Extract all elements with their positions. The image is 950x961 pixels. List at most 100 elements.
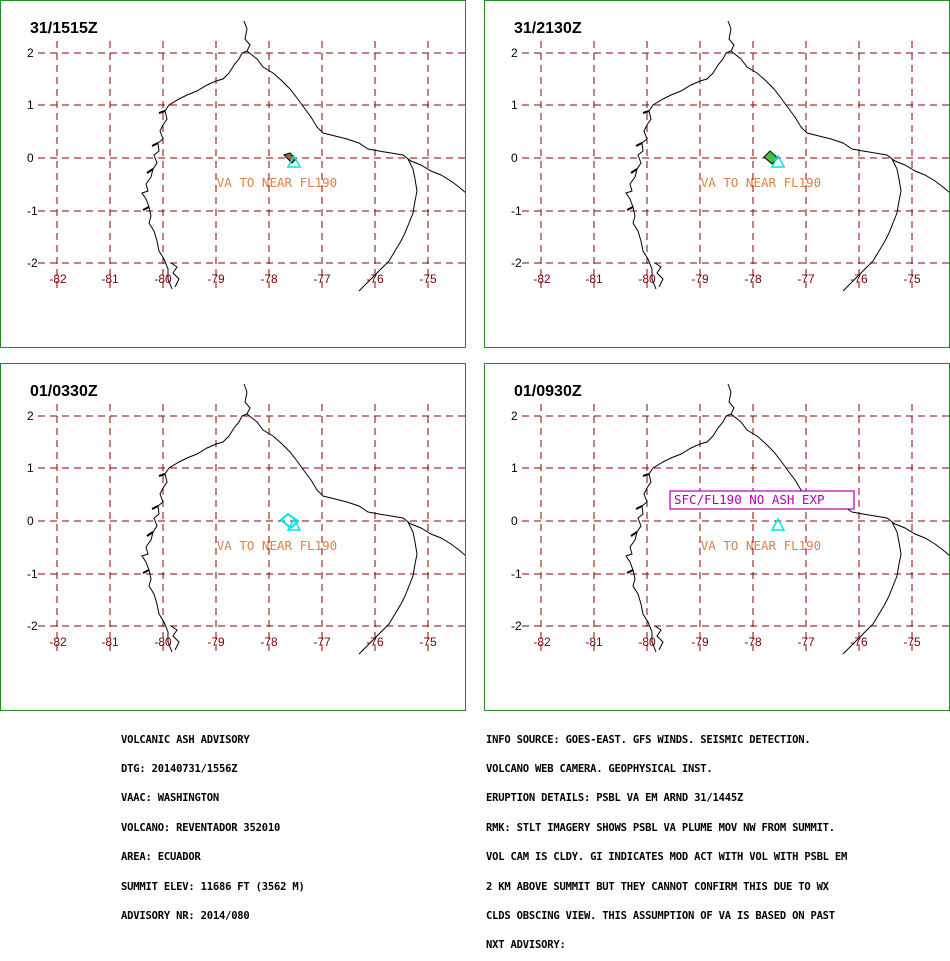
x-tick-label: -77 bbox=[313, 272, 331, 286]
ash-plume bbox=[763, 150, 779, 165]
footer-line: NXT ADVISORY: bbox=[486, 939, 566, 952]
coastline bbox=[730, 413, 949, 556]
footer-line: VOL CAM IS CLDY. GI INDICATES MOD ACT WI… bbox=[486, 851, 848, 864]
coast-mark bbox=[146, 168, 154, 174]
y-tick-label: 0 bbox=[511, 514, 518, 528]
y-tick-label: 1 bbox=[27, 98, 34, 112]
y-tick-label: 1 bbox=[511, 98, 518, 112]
footer-line: ADVISORY NR: 2014/080 bbox=[121, 909, 250, 922]
x-tick-label: -78 bbox=[744, 272, 762, 286]
x-tick-label: -82 bbox=[533, 272, 551, 286]
x-tick-label: -77 bbox=[797, 272, 815, 286]
coast-mark bbox=[635, 505, 643, 510]
footer-line: VOLCANO: REVENTADOR 352010 bbox=[121, 821, 281, 834]
x-tick-label: -80 bbox=[638, 635, 656, 649]
coast-mark bbox=[630, 531, 638, 537]
x-tick-label: -76 bbox=[366, 272, 384, 286]
y-tick-label: -2 bbox=[27, 256, 38, 270]
x-tick-label: -78 bbox=[744, 635, 762, 649]
ash-plume bbox=[283, 152, 297, 164]
y-tick-label: 0 bbox=[511, 151, 518, 165]
va-height-label: VA TO NEAR FL190 bbox=[217, 175, 337, 190]
x-tick-label: -79 bbox=[207, 635, 225, 649]
coastline bbox=[625, 383, 735, 653]
footer-line: INFO SOURCE: GOES-EAST. GFS WINDS. SEISM… bbox=[486, 733, 811, 746]
y-tick-label: -1 bbox=[511, 567, 522, 581]
coast-mark bbox=[158, 110, 166, 114]
x-tick-label: -82 bbox=[49, 272, 67, 286]
x-tick-label: -78 bbox=[260, 272, 278, 286]
volcano-triangle-icon bbox=[286, 517, 302, 531]
x-tick-label: -80 bbox=[638, 272, 656, 286]
x-tick-label: -82 bbox=[533, 635, 551, 649]
y-tick-label: 0 bbox=[27, 151, 34, 165]
y-tick-label: -1 bbox=[511, 204, 522, 218]
ash-forecast-label: SFC/FL190 NO ASH EXP bbox=[674, 492, 825, 507]
x-tick-label: -78 bbox=[260, 635, 278, 649]
x-tick-label: -82 bbox=[49, 635, 67, 649]
coastline bbox=[170, 262, 180, 288]
coast-mark bbox=[151, 142, 159, 147]
coastline bbox=[654, 262, 664, 288]
y-tick-label: -1 bbox=[27, 204, 38, 218]
x-tick-label: -81 bbox=[101, 272, 119, 286]
footer-line: VOLCANO WEB CAMERA. GEOPHYSICAL INST. bbox=[486, 762, 713, 775]
footer-line: ERUPTION DETAILS: PSBL VA EM ARND 31/144… bbox=[486, 792, 744, 805]
country-border bbox=[358, 521, 418, 655]
footer-line: 2 KM ABOVE SUMMIT BUT THEY CANNOT CONFIR… bbox=[486, 880, 829, 893]
x-tick-label: -76 bbox=[366, 635, 384, 649]
ash-plume bbox=[279, 512, 300, 530]
coastline bbox=[730, 50, 949, 193]
va-height-label: VA TO NEAR FL190 bbox=[701, 175, 821, 190]
x-tick-label: -79 bbox=[691, 272, 709, 286]
panel-time: 01/0930Z bbox=[514, 383, 582, 400]
x-tick-label: -75 bbox=[419, 272, 437, 286]
x-tick-label: -76 bbox=[850, 635, 868, 649]
ash-forecast-box bbox=[669, 490, 855, 510]
map-panel-2: 2 1 0 -1 -2 -82 -81 -80 -79 -78 -77 -76 -75 VA TO NEA… bbox=[484, 0, 950, 348]
x-tick-label: -76 bbox=[850, 272, 868, 286]
map-canvas: 2 1 0 -1 -2 -82 -81 -80 -79 -78 -77 -76 -75 VA TO NEA… bbox=[511, 20, 949, 292]
x-tick-label: -81 bbox=[585, 635, 603, 649]
footer-line: SUMMIT ELEV: 11686 FT (3562 M) bbox=[121, 880, 305, 893]
x-tick-label: -75 bbox=[903, 635, 921, 649]
coast-mark bbox=[151, 505, 159, 510]
va-height-label: VA TO NEAR FL190 bbox=[217, 538, 337, 553]
coast-mark bbox=[158, 473, 166, 477]
country-border bbox=[842, 158, 902, 292]
panel-time: 01/0330Z bbox=[30, 383, 98, 400]
coastline bbox=[246, 50, 465, 193]
y-tick-label: -2 bbox=[511, 256, 522, 270]
footer-line: VOLCANIC ASH ADVISORY bbox=[121, 733, 250, 746]
coastline bbox=[141, 20, 251, 290]
advisory-info-right: INFO SOURCE: GOES-EAST. GFS WINDS. SEISM… bbox=[486, 716, 847, 961]
coast-mark bbox=[142, 569, 150, 574]
coast-mark bbox=[146, 531, 154, 537]
map-panel-4: 2 1 0 -1 -2 -82 -81 -80 -79 -78 -77 -76 -75 SFC/FL190… bbox=[484, 363, 950, 711]
volcano-triangle-icon bbox=[770, 517, 786, 531]
coastline bbox=[246, 413, 465, 556]
x-tick-label: -79 bbox=[207, 272, 225, 286]
x-tick-label: -79 bbox=[691, 635, 709, 649]
coastline bbox=[654, 625, 664, 651]
y-tick-label: 2 bbox=[27, 409, 34, 423]
x-tick-label: -80 bbox=[154, 272, 172, 286]
map-panel-3: 2 1 0 -1 -2 -82 -81 -80 -79 -78 -77 -76 -75 VA TO NEA… bbox=[0, 363, 466, 711]
coast-mark bbox=[630, 168, 638, 174]
map-canvas: 2 1 0 -1 -2 -82 -81 -80 -79 -78 -77 -76 -75 VA TO NEA… bbox=[27, 383, 465, 655]
coast-mark bbox=[626, 206, 634, 211]
x-tick-label: -77 bbox=[313, 635, 331, 649]
y-tick-label: 2 bbox=[511, 409, 518, 423]
coast-mark bbox=[626, 569, 634, 574]
x-tick-label: -75 bbox=[419, 635, 437, 649]
coast-mark bbox=[635, 142, 643, 147]
volcano-triangle-icon bbox=[770, 154, 786, 168]
map-canvas: 2 1 0 -1 -2 -82 -81 -80 -79 -78 -77 -76 -75 VA TO NEA… bbox=[27, 20, 465, 292]
y-tick-label: -1 bbox=[27, 567, 38, 581]
footer-line: VAAC: WASHINGTON bbox=[121, 792, 219, 805]
y-tick-label: 1 bbox=[27, 461, 34, 475]
x-tick-label: -80 bbox=[154, 635, 172, 649]
coastline bbox=[141, 383, 251, 653]
coastline bbox=[170, 625, 180, 651]
va-height-label: VA TO NEAR FL190 bbox=[701, 538, 821, 553]
